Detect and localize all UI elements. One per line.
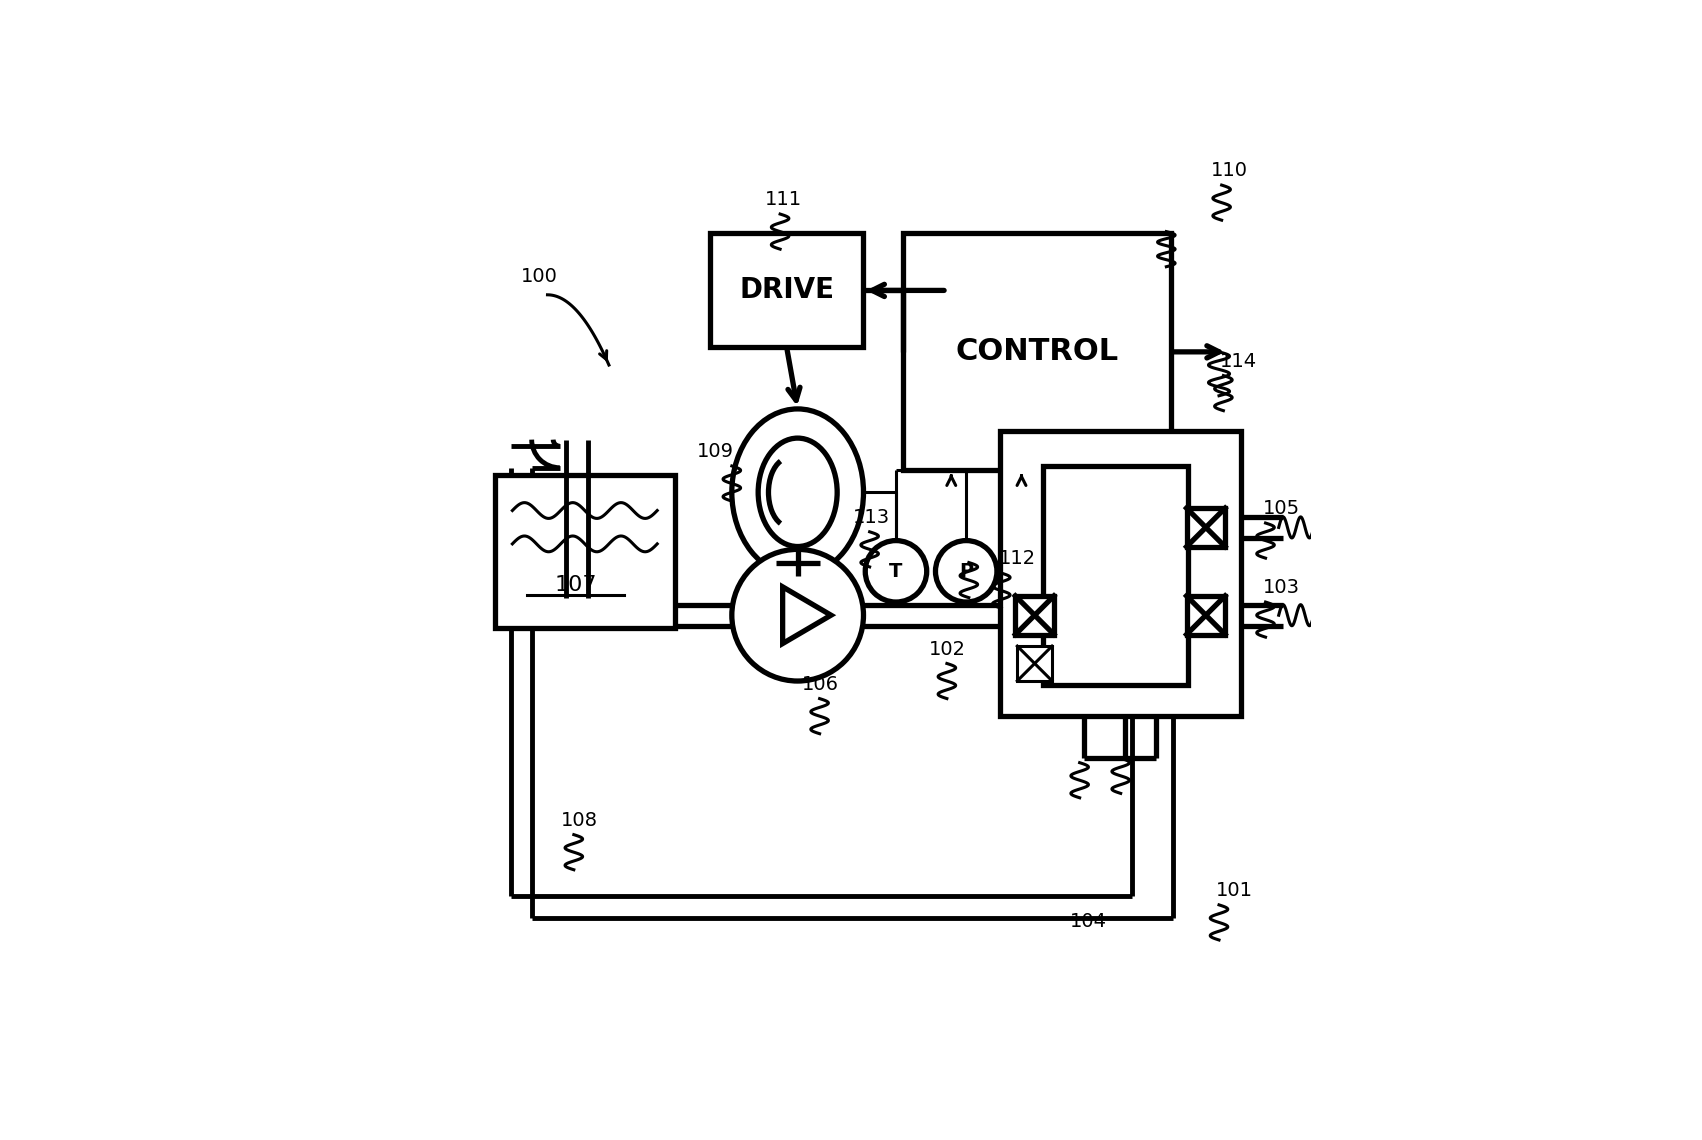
Text: 101: 101 [1217,881,1253,901]
Bar [1186,508,1225,547]
Ellipse shape [732,409,863,576]
Text: 105: 105 [1263,499,1300,519]
Ellipse shape [757,438,837,546]
Bar [1018,646,1052,681]
Text: 102: 102 [929,640,967,659]
Text: 113: 113 [853,508,890,527]
Text: CONTROL: CONTROL [955,337,1118,366]
Circle shape [865,540,926,602]
Bar [1043,466,1188,685]
Text: P: P [960,562,974,580]
Circle shape [732,549,863,681]
Bar [1186,596,1225,635]
Text: 112: 112 [999,549,1037,568]
Bar [999,431,1241,716]
Text: 104: 104 [1071,912,1106,931]
Text: 109: 109 [696,442,734,462]
Circle shape [936,540,997,602]
Text: 110: 110 [1212,161,1248,180]
Bar [1016,596,1054,635]
Bar [904,234,1171,471]
Bar [495,474,674,628]
Text: 107: 107 [555,576,597,595]
Text: 114: 114 [1220,352,1258,370]
Text: 100: 100 [521,267,558,286]
Text: 111: 111 [766,190,802,210]
Text: 103: 103 [1263,578,1300,597]
Text: 106: 106 [802,675,839,694]
Text: DRIVE: DRIVE [739,276,834,304]
Text: T: T [888,562,902,580]
Bar [710,234,863,348]
Text: 108: 108 [560,811,597,830]
